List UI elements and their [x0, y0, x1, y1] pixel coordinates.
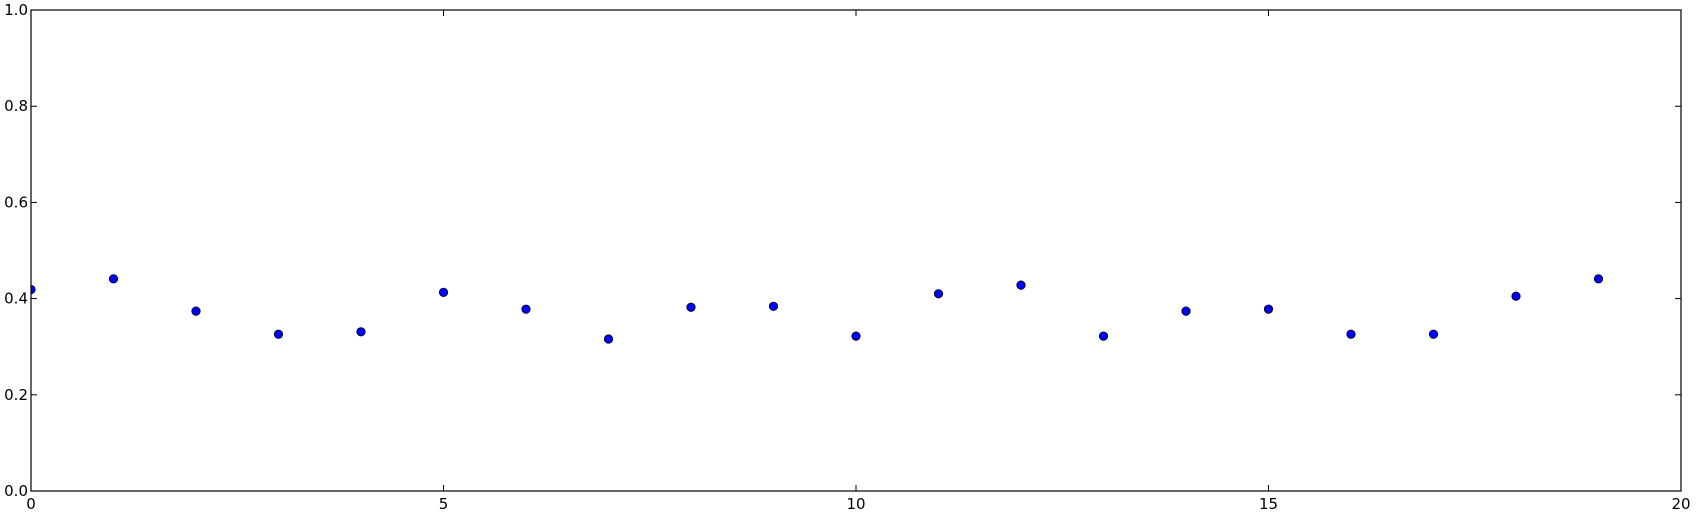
y-tick-label: 0.2 [4, 386, 28, 404]
data-point [686, 302, 696, 312]
data-point [1593, 274, 1604, 284]
data-point [768, 301, 779, 311]
y-tick-label: 0.4 [4, 290, 28, 308]
data-point [1181, 306, 1191, 316]
data-point [1098, 331, 1109, 341]
data-point [356, 327, 366, 337]
y-tick-labels: 0.0 0.2 0.4 0.6 0.8 1.0 [4, 1, 28, 500]
data-point [273, 329, 284, 339]
data-point [108, 274, 119, 284]
data-point [1016, 280, 1026, 290]
ticks-layer [30, 9, 1682, 492]
data-point [31, 284, 36, 295]
x-tick-label: 0 [26, 495, 36, 513]
y-tick-label: 0.0 [4, 482, 28, 500]
plot-frame [30, 9, 1682, 492]
x-tick-label: 10 [846, 495, 865, 513]
data-point [1263, 304, 1274, 314]
data-point [933, 289, 944, 299]
x-tick-label: 5 [439, 495, 449, 513]
data-point [521, 304, 531, 314]
y-tick-label: 0.8 [4, 97, 28, 115]
data-point [1428, 329, 1439, 339]
x-tick-labels: 0 5 10 15 20 [26, 495, 1690, 513]
data-point [603, 334, 614, 344]
x-tick-label: 20 [1671, 495, 1690, 513]
points-layer [31, 274, 1604, 344]
data-point [438, 287, 449, 297]
x-tick-label: 15 [1259, 495, 1278, 513]
data-point [1511, 291, 1521, 301]
y-tick-label: 0.6 [4, 193, 28, 211]
data-point [1346, 329, 1356, 339]
data-point [191, 306, 201, 316]
data-point [851, 331, 861, 341]
y-tick-label: 1.0 [4, 1, 28, 19]
